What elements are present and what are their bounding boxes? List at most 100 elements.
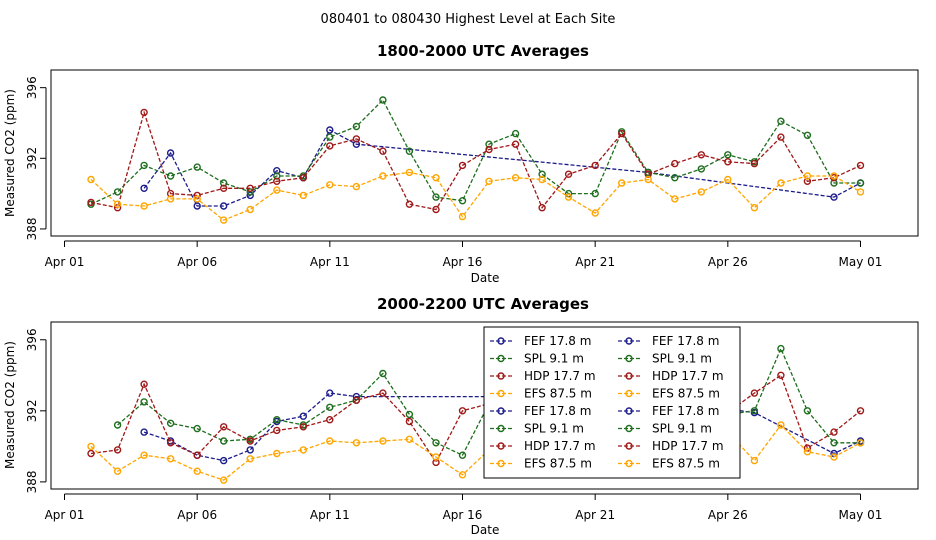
data-point-hdp — [405, 200, 414, 208]
legend-label: FEF 17.8 m — [524, 404, 591, 418]
data-point-efs — [830, 172, 838, 180]
data-point-hdp — [777, 371, 785, 379]
legend-item: FEF 17.8 m — [618, 334, 719, 348]
legend-item: EFS 87.5 m — [490, 457, 592, 471]
legend-label: SPL 9.1 m — [524, 352, 584, 366]
data-point-efs — [299, 446, 307, 454]
data-point-spl — [458, 451, 467, 459]
data-point-fef — [326, 389, 334, 397]
data-point-fef — [299, 412, 307, 420]
data-point-hdp — [591, 161, 599, 170]
legend-marker — [497, 354, 505, 363]
data-point-hdp — [564, 170, 573, 178]
data-point-hdp — [724, 158, 732, 166]
data-point-hdp — [166, 189, 175, 198]
plot-frame — [50, 321, 919, 490]
legend-item: SPL 9.1 m — [490, 352, 584, 366]
legend-marker — [625, 424, 633, 433]
data-point-efs — [219, 216, 228, 224]
data-point-hdp — [140, 108, 148, 117]
data-point-hdp — [777, 133, 785, 141]
data-point-efs — [538, 175, 546, 184]
data-point-efs — [166, 455, 175, 463]
legend: FEF 17.8 m FEF 17.8 m SPL 9.1 m SPL 9.1 m HD… — [483, 326, 741, 479]
data-point-hdp — [113, 446, 122, 454]
legend-marker — [497, 459, 505, 468]
series-line-hdp — [90, 374, 861, 464]
legend-item: EFS 87.5 m — [618, 457, 720, 471]
data-point-spl — [140, 398, 148, 406]
legend-marker — [625, 389, 633, 398]
y-tick-label: 392 — [25, 399, 39, 422]
data-point-spl — [379, 369, 387, 378]
data-point-spl — [830, 439, 838, 447]
data-point-spl — [777, 344, 785, 353]
data-point-efs — [803, 172, 812, 180]
data-point-efs — [352, 182, 361, 191]
data-point-spl — [724, 151, 732, 159]
x-tick-label: May 01 — [839, 508, 883, 522]
x-tick-label: Apr 01 — [45, 508, 85, 522]
data-point-efs — [432, 453, 440, 461]
y-axis-label: Measured CO2 (ppm) — [3, 341, 17, 469]
data-point-spl — [352, 122, 361, 131]
data-point-fef — [140, 428, 148, 436]
data-point-spl — [246, 188, 254, 196]
data-point-efs — [113, 467, 122, 475]
data-point-hdp — [273, 177, 281, 186]
data-point-efs — [113, 200, 122, 208]
series-hdp — [87, 108, 865, 214]
data-point-efs — [405, 168, 414, 177]
series-layer — [87, 344, 865, 484]
data-point-efs — [193, 467, 201, 475]
data-point-efs — [219, 476, 228, 484]
y-tick-label: 388 — [25, 217, 39, 240]
data-point-spl — [326, 133, 334, 141]
x-tick-label: Apr 01 — [45, 255, 85, 269]
data-point-hdp — [299, 423, 307, 431]
x-tick-label: Apr 16 — [443, 508, 483, 522]
data-point-hdp — [458, 161, 467, 170]
legend-item: EFS 87.5 m — [618, 387, 720, 401]
data-point-hdp — [326, 416, 334, 424]
data-point-spl — [113, 421, 122, 429]
data-point-spl — [458, 196, 467, 205]
main-title: 080401 to 080430 Highest Level at Each S… — [321, 12, 616, 27]
data-point-hdp — [273, 426, 281, 435]
legend-marker — [497, 389, 505, 398]
legend-marker — [625, 442, 633, 450]
data-point-spl — [803, 131, 812, 140]
data-point-efs — [193, 195, 201, 203]
legend-label: HDP 17.7 m — [652, 439, 724, 453]
series-line-spl — [90, 98, 861, 205]
series-efs — [87, 168, 865, 224]
series-line-efs — [90, 424, 861, 481]
legend-label: EFS 87.5 m — [652, 387, 720, 401]
axis-ticks: Apr 01 Apr 06 Apr 11 Apr 16 Apr 21 Apr 26 May … — [25, 76, 882, 269]
x-tick-label: Apr 06 — [177, 508, 217, 522]
data-point-hdp — [379, 389, 387, 397]
series-spl — [87, 96, 865, 208]
data-point-hdp — [856, 161, 865, 170]
series-line-efs — [90, 171, 861, 221]
data-point-efs — [856, 439, 865, 447]
data-point-hdp — [326, 142, 334, 150]
legend-marker — [625, 354, 633, 363]
data-point-efs — [777, 421, 785, 429]
data-point-efs — [326, 181, 334, 189]
data-point-efs — [724, 175, 732, 184]
legend-item: EFS 87.5 m — [490, 387, 592, 401]
data-point-efs — [352, 439, 361, 447]
data-point-fef — [326, 126, 334, 134]
data-point-efs — [777, 179, 785, 187]
legend-label: SPL 9.1 m — [652, 422, 712, 436]
data-point-spl — [591, 189, 599, 198]
legend-marker — [625, 407, 633, 415]
y-tick-label: 396 — [25, 328, 39, 351]
x-axis-label: Date — [471, 523, 500, 537]
data-point-efs — [140, 451, 148, 459]
data-point-efs — [87, 175, 95, 184]
data-point-spl — [511, 129, 520, 138]
data-point-fef — [246, 446, 254, 454]
